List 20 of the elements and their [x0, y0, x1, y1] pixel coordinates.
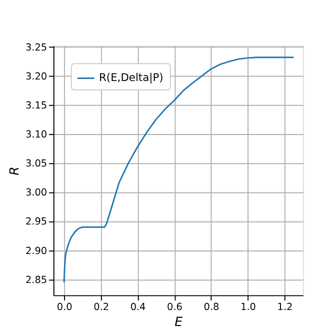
x-axis-title: E	[174, 314, 183, 329]
y-tick-label: 2.95	[26, 216, 48, 228]
x-tick-label: 0.6	[167, 302, 182, 314]
line-series	[63, 56, 294, 284]
y-tick-label: 3.05	[26, 158, 48, 170]
x-tick-label: 0.4	[130, 302, 146, 314]
x-tick-label: 1.0	[240, 302, 256, 314]
x-tick-label: 0.8	[204, 302, 220, 314]
x-tick-label: 0.2	[94, 302, 109, 314]
y-tick-label: 3.15	[26, 100, 48, 112]
y-axis-title: R	[6, 166, 22, 176]
legend-label: R(E,Delta|P)	[99, 71, 164, 84]
y-tick-label: 2.90	[26, 246, 48, 257]
y-tick-label: 3.20	[26, 71, 48, 82]
x-tick-label: 1.2	[277, 302, 293, 314]
y-tick-label: 3.10	[26, 130, 48, 141]
y-tick-label: 3.00	[26, 188, 48, 199]
x-tick-label: 0.0	[56, 302, 72, 314]
y-tick-label: 2.85	[26, 274, 48, 286]
y-tick-label: 3.25	[26, 42, 48, 54]
